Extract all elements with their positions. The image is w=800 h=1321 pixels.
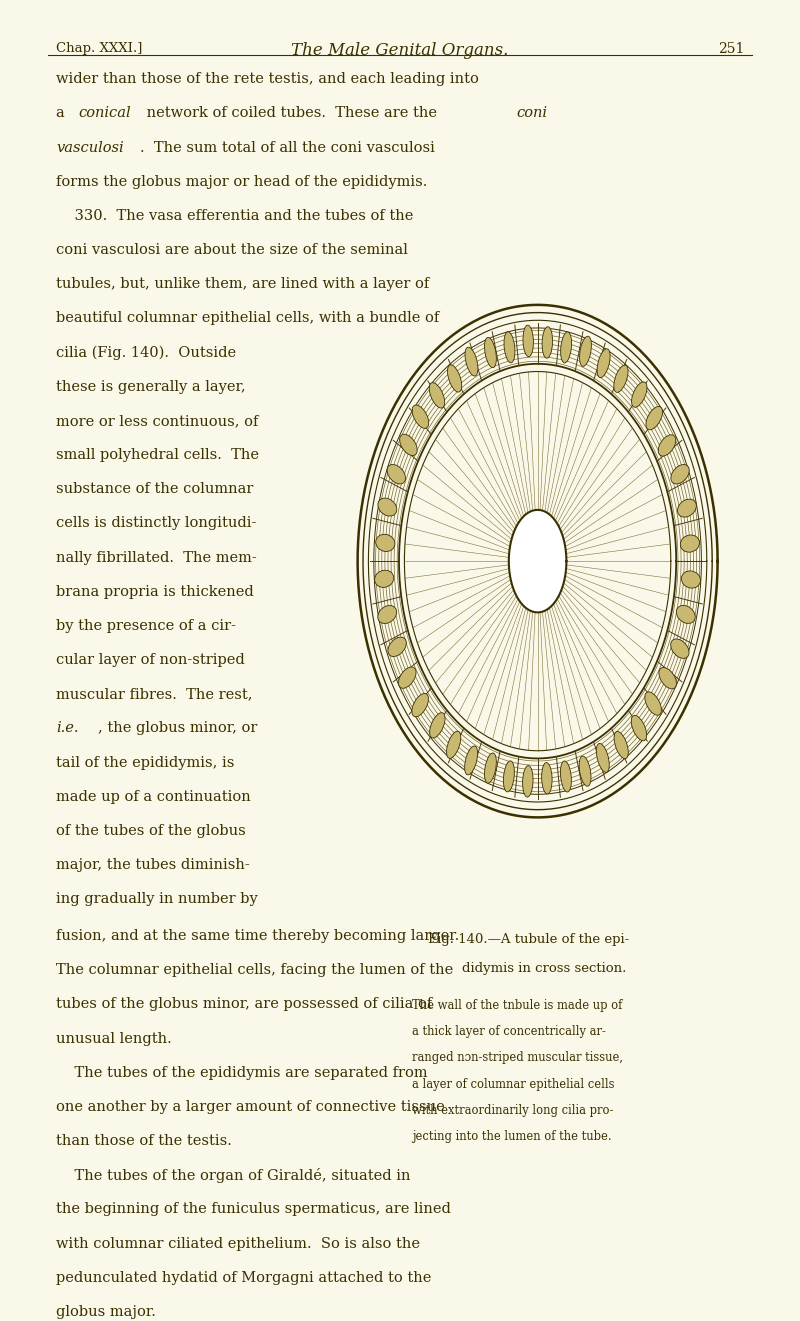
Text: 251: 251 [718,42,744,55]
Text: The tubes of the epididymis are separated from: The tubes of the epididymis are separate… [56,1066,428,1079]
Text: a thick layer of concentrically ar-: a thick layer of concentrically ar- [412,1025,606,1038]
Ellipse shape [430,712,445,738]
Ellipse shape [542,326,553,358]
Text: brana propria is thickened: brana propria is thickened [56,585,254,598]
Ellipse shape [485,337,496,367]
Text: network of coiled tubes.  These are the: network of coiled tubes. These are the [142,107,442,120]
Ellipse shape [561,332,571,363]
Text: small polyhedral cells.  The: small polyhedral cells. The [56,448,259,462]
Text: The Male Genital Organs.: The Male Genital Organs. [291,42,509,59]
Polygon shape [354,300,722,823]
Text: vasculosi: vasculosi [56,140,124,155]
Text: tubes of the globus minor, are possessed of cilia of: tubes of the globus minor, are possessed… [56,997,432,1012]
Ellipse shape [485,753,496,783]
Text: 330.  The vasa efferentia and the tubes of the: 330. The vasa efferentia and the tubes o… [56,209,414,223]
Text: beautiful columnar epithelial cells, with a bundle of: beautiful columnar epithelial cells, wit… [56,312,439,325]
Ellipse shape [670,639,689,658]
Ellipse shape [446,731,461,758]
Text: jecting into the lumen of the tube.: jecting into the lumen of the tube. [412,1131,612,1143]
Ellipse shape [388,637,406,657]
Text: cells is distinctly longitudi-: cells is distinctly longitudi- [56,517,256,531]
Text: of the tubes of the globus: of the tubes of the globus [56,824,246,838]
Ellipse shape [678,499,696,517]
Ellipse shape [522,766,533,797]
Text: tubules, but, unlike them, are lined with a layer of: tubules, but, unlike them, are lined wit… [56,277,430,291]
Ellipse shape [682,571,701,588]
Ellipse shape [465,746,478,775]
Ellipse shape [676,605,695,624]
Text: i.e.: i.e. [56,721,78,736]
Ellipse shape [614,365,628,392]
Text: ranged nɔn-striped muscular tissue,: ranged nɔn-striped muscular tissue, [412,1052,623,1065]
Ellipse shape [659,667,677,688]
Ellipse shape [579,337,591,366]
Ellipse shape [412,406,429,428]
Text: ing gradually in number by: ing gradually in number by [56,892,258,906]
Ellipse shape [378,605,397,624]
Ellipse shape [465,347,478,376]
Ellipse shape [579,756,591,786]
Ellipse shape [596,744,610,773]
Text: major, the tubes diminish-: major, the tubes diminish- [56,859,250,872]
Text: The tubes of the organ of Giraldé, situated in: The tubes of the organ of Giraldé, situa… [56,1168,410,1184]
Text: .  The sum total of all the coni vasculosi: . The sum total of all the coni vasculos… [140,140,435,155]
Text: globus major.: globus major. [56,1305,156,1318]
Text: nally fibrillated.  The mem-: nally fibrillated. The mem- [56,551,257,564]
Ellipse shape [561,761,571,793]
Text: with extraordinarily long cilia pro-: with extraordinarily long cilia pro- [412,1104,614,1116]
Ellipse shape [430,383,445,408]
Text: substance of the columnar: substance of the columnar [56,482,254,497]
Text: coni: coni [516,107,547,120]
Ellipse shape [374,571,394,588]
Ellipse shape [504,332,515,363]
Text: one another by a larger amount of connective tissue: one another by a larger amount of connec… [56,1100,445,1114]
Ellipse shape [680,535,699,552]
Text: Fig. 140.—A tubule of the epi-: Fig. 140.—A tubule of the epi- [428,933,630,946]
Text: made up of a continuation: made up of a continuation [56,790,250,803]
Text: pedunculated hydatid of Morgagni attached to the: pedunculated hydatid of Morgagni attache… [56,1271,431,1285]
Text: cilia (Fig. 140).  Outside: cilia (Fig. 140). Outside [56,346,236,361]
Ellipse shape [376,534,395,551]
Text: unusual length.: unusual length. [56,1032,172,1046]
Text: Chap. XXXI.]: Chap. XXXI.] [56,42,142,55]
Text: than those of the testis.: than those of the testis. [56,1135,232,1148]
Text: by the presence of a cir-: by the presence of a cir- [56,620,236,633]
Text: wider than those of the rete testis, and each leading into: wider than those of the rete testis, and… [56,73,479,86]
Ellipse shape [412,694,429,717]
Ellipse shape [645,692,662,715]
Ellipse shape [542,762,552,794]
Ellipse shape [631,382,647,407]
Text: muscular fibres.  The rest,: muscular fibres. The rest, [56,687,253,701]
Text: didymis in cross section.: didymis in cross section. [462,962,626,975]
Ellipse shape [658,435,676,456]
Text: The wall of the tnbule is made up of: The wall of the tnbule is made up of [412,999,622,1012]
Text: more or less continuous, of: more or less continuous, of [56,413,258,428]
Text: a: a [56,107,70,120]
Ellipse shape [597,349,610,378]
Ellipse shape [671,465,690,483]
Ellipse shape [447,365,462,392]
Text: these is generally a layer,: these is generally a layer, [56,379,246,394]
Text: a layer of columnar epithelial cells: a layer of columnar epithelial cells [412,1078,614,1091]
Ellipse shape [646,407,662,429]
Ellipse shape [398,667,416,688]
Ellipse shape [523,325,534,357]
Polygon shape [509,510,566,613]
Ellipse shape [387,465,406,483]
Text: the beginning of the funiculus spermaticus, are lined: the beginning of the funiculus spermatic… [56,1202,451,1217]
Text: fusion, and at the same time thereby becoming larger.: fusion, and at the same time thereby bec… [56,929,459,943]
Text: The columnar epithelial cells, facing the lumen of the: The columnar epithelial cells, facing th… [56,963,454,978]
Text: with columnar ciliated epithelium.  So is also the: with columnar ciliated epithelium. So is… [56,1236,420,1251]
Ellipse shape [614,732,628,758]
Ellipse shape [503,761,514,791]
Text: cular layer of non-striped: cular layer of non-striped [56,653,245,667]
Text: conical: conical [78,107,131,120]
Text: forms the globus major or head of the epididymis.: forms the globus major or head of the ep… [56,174,427,189]
Ellipse shape [631,716,646,741]
Text: coni vasculosi are about the size of the seminal: coni vasculosi are about the size of the… [56,243,408,258]
Text: tail of the epididymis, is: tail of the epididymis, is [56,756,234,770]
Ellipse shape [378,498,397,517]
Ellipse shape [400,435,418,456]
Text: , the globus minor, or: , the globus minor, or [98,721,257,736]
